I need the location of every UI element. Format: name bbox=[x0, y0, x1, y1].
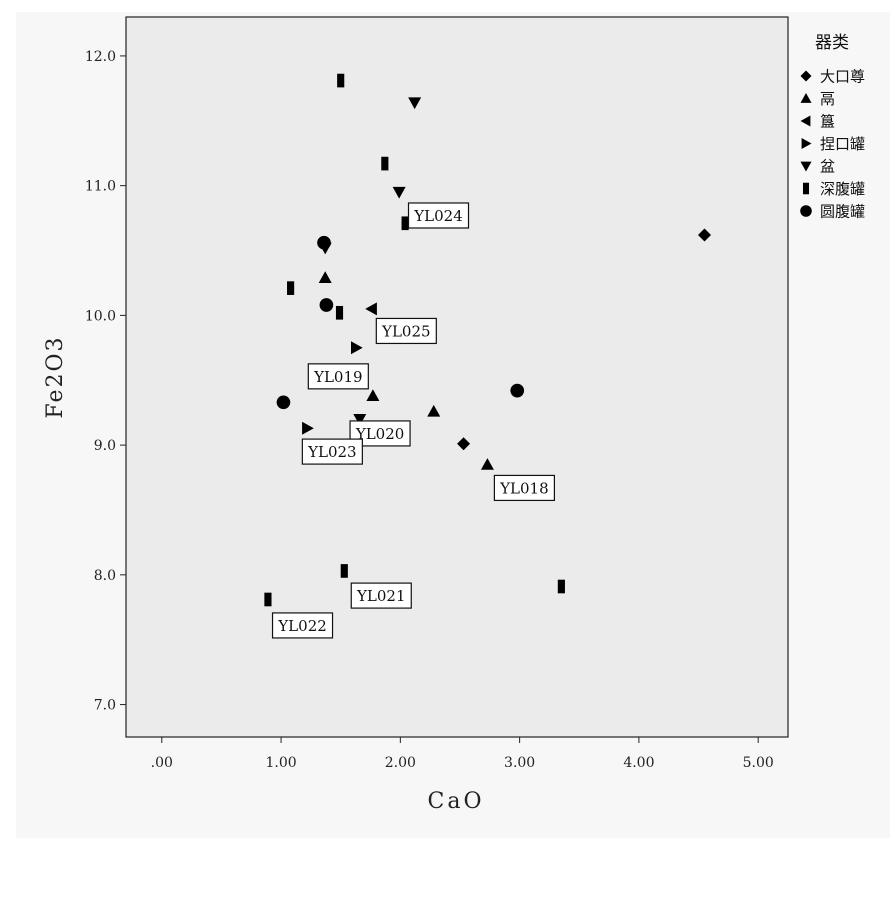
x-tick-label: 5.00 bbox=[743, 755, 774, 771]
data-point bbox=[510, 383, 525, 398]
data-point bbox=[335, 305, 344, 320]
point-label-text: YL025 bbox=[381, 322, 431, 340]
data-point bbox=[365, 302, 377, 316]
point-label: YL025 bbox=[375, 317, 437, 345]
x-tick-label: .00 bbox=[151, 755, 173, 771]
y-tick-label: 10.0 bbox=[85, 308, 116, 324]
x-tick-label: 1.00 bbox=[265, 755, 296, 771]
point-label: YL018 bbox=[493, 474, 555, 502]
point-label-text: YL018 bbox=[499, 479, 549, 497]
data-point bbox=[457, 437, 471, 451]
data-point bbox=[302, 421, 314, 435]
data-point bbox=[318, 271, 332, 283]
legend-label: 大口尊 bbox=[820, 68, 865, 86]
data-point bbox=[401, 216, 409, 231]
x-axis-ticks: .00 1.00 2.00 3.00 4.00 5.00 bbox=[151, 737, 774, 771]
x-tick-label: 4.00 bbox=[623, 755, 654, 771]
point-label-box bbox=[350, 582, 412, 609]
data-point bbox=[392, 186, 406, 199]
legend-label: 盆 bbox=[820, 158, 835, 176]
legend-label: 圆腹罐 bbox=[820, 203, 865, 221]
x-tick-label: 3.00 bbox=[504, 755, 535, 771]
data-point bbox=[557, 579, 565, 594]
point-label-box bbox=[301, 438, 363, 465]
point-label-box bbox=[271, 612, 334, 639]
point-label-box bbox=[375, 317, 437, 345]
point-label: YL019 bbox=[307, 363, 369, 390]
legend-marker bbox=[801, 138, 812, 149]
point-label: YL022 bbox=[271, 612, 334, 639]
point-label-text: YL020 bbox=[355, 425, 405, 443]
y-tick-label: 9.0 bbox=[94, 438, 116, 454]
x-axis-title: CaO bbox=[428, 789, 485, 814]
point-label-text: YL023 bbox=[307, 443, 357, 461]
legend-label: 簋 bbox=[820, 113, 835, 131]
data-point bbox=[480, 458, 494, 470]
plot-area bbox=[125, 16, 789, 738]
data-point bbox=[381, 156, 389, 171]
data-point bbox=[366, 389, 380, 402]
y-axis-ticks: 7.0 8.0 9.0 10.0 11.0 12.0 bbox=[85, 49, 126, 714]
legend-label: 鬲 bbox=[820, 90, 835, 108]
data-point bbox=[276, 395, 291, 410]
y-tick-label: 8.0 bbox=[94, 568, 116, 584]
legend-marker bbox=[800, 115, 811, 127]
data-point bbox=[287, 281, 295, 295]
data-point bbox=[427, 404, 441, 417]
point-label-text: YL021 bbox=[356, 587, 406, 605]
y-tick-label: 12.0 bbox=[85, 49, 116, 65]
data-points bbox=[264, 73, 712, 607]
data-point bbox=[337, 73, 345, 88]
legend-label: 深腹罐 bbox=[820, 180, 865, 198]
point-label-box bbox=[407, 202, 470, 229]
point-label: YL023 bbox=[301, 438, 363, 465]
point-label: YL024 bbox=[407, 202, 470, 229]
legend-marker bbox=[800, 161, 812, 172]
point-label-text: YL022 bbox=[277, 617, 327, 635]
point-label-text: YL019 bbox=[313, 368, 363, 386]
legend-marker bbox=[800, 70, 812, 82]
legend-marker bbox=[802, 182, 810, 195]
x-tick-label: 2.00 bbox=[385, 755, 416, 771]
point-label-box bbox=[307, 363, 369, 390]
point-label: YL021 bbox=[350, 582, 412, 609]
y-tick-label: 11.0 bbox=[85, 179, 116, 195]
point-label-box bbox=[493, 474, 555, 502]
legend-marker bbox=[800, 93, 812, 103]
point-label-text: YL024 bbox=[413, 207, 463, 225]
legend-marker bbox=[800, 205, 812, 217]
data-point bbox=[353, 413, 367, 426]
data-point bbox=[317, 235, 331, 250]
legend-label: 捏口罐 bbox=[820, 135, 865, 153]
data-point bbox=[319, 298, 334, 312]
y-tick-label: 7.0 bbox=[94, 698, 116, 714]
data-point bbox=[408, 97, 422, 110]
legend-title: 器类 bbox=[815, 33, 849, 53]
y-axis-title: Fe2O3 bbox=[43, 335, 68, 418]
data-point bbox=[264, 592, 272, 607]
data-point bbox=[340, 564, 348, 578]
data-point bbox=[698, 228, 712, 242]
data-point bbox=[351, 341, 363, 355]
